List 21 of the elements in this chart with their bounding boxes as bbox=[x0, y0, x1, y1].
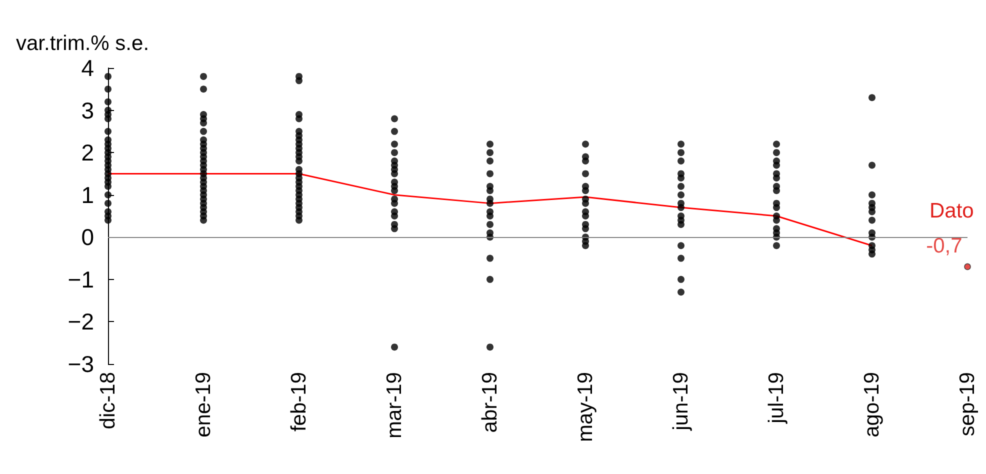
x-tick-label: jun-19 bbox=[670, 372, 692, 432]
x-tick-label: ene-19 bbox=[192, 372, 215, 438]
annotation: Dato bbox=[930, 200, 974, 223]
y-tick-label: −3 bbox=[68, 351, 94, 377]
y-tick-label: −1 bbox=[68, 266, 94, 292]
y-tick-label: 3 bbox=[81, 97, 94, 124]
y-tick-label: 0 bbox=[81, 224, 94, 250]
x-tick-label: feb-19 bbox=[288, 372, 310, 432]
x-tick-label: may-19 bbox=[574, 372, 597, 442]
x-tick-label: ago-19 bbox=[860, 372, 884, 438]
x-tick-label: mar-19 bbox=[383, 372, 406, 439]
x-tick-label: abr-19 bbox=[478, 372, 502, 433]
x-tick-label: dic-18 bbox=[96, 372, 120, 430]
y-tick-label: 4 bbox=[81, 55, 94, 81]
x-tick-label: jul-19 bbox=[765, 372, 788, 424]
y-axis-title: var.trim.% s.e. bbox=[16, 32, 150, 55]
x-tick-label: sep-19 bbox=[956, 372, 979, 436]
y-tick-label: −2 bbox=[68, 308, 94, 335]
y-tick-label: 2 bbox=[81, 140, 94, 166]
data-label: -0,7 bbox=[926, 234, 962, 258]
y-tick-label: 1 bbox=[81, 182, 94, 208]
